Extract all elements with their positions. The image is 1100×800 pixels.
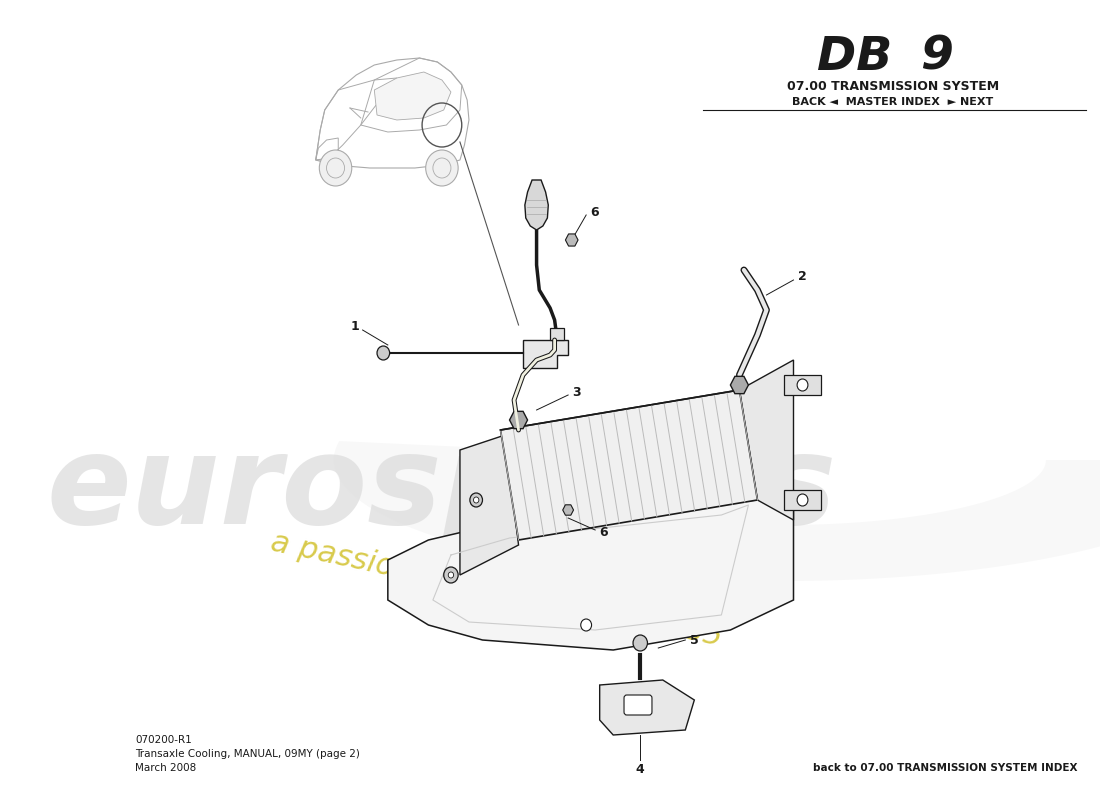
Polygon shape (730, 376, 748, 394)
Circle shape (798, 379, 807, 391)
Text: 3: 3 (573, 386, 581, 399)
Text: a passion for parts since 1985: a passion for parts since 1985 (267, 528, 725, 652)
Polygon shape (550, 328, 563, 340)
Text: 6: 6 (600, 526, 608, 538)
Text: eurospares: eurospares (47, 430, 837, 550)
Polygon shape (460, 435, 518, 575)
Text: back to 07.00 TRANSMISSION SYSTEM INDEX: back to 07.00 TRANSMISSION SYSTEM INDEX (813, 763, 1078, 773)
Polygon shape (600, 680, 694, 735)
Text: BACK ◄  MASTER INDEX  ► NEXT: BACK ◄ MASTER INDEX ► NEXT (792, 97, 993, 107)
Text: DB: DB (817, 35, 893, 80)
Circle shape (443, 567, 458, 583)
Circle shape (426, 150, 458, 186)
Circle shape (632, 635, 648, 651)
Circle shape (448, 572, 453, 578)
Text: 2: 2 (798, 270, 806, 283)
Text: 07.00 TRANSMISSION SYSTEM: 07.00 TRANSMISSION SYSTEM (786, 80, 999, 93)
Text: 070200-R1: 070200-R1 (135, 735, 192, 745)
Text: Transaxle Cooling, MANUAL, 09MY (page 2): Transaxle Cooling, MANUAL, 09MY (page 2) (135, 749, 361, 759)
Circle shape (319, 150, 352, 186)
Text: 4: 4 (636, 763, 645, 776)
Polygon shape (500, 390, 758, 540)
Text: 9: 9 (920, 35, 953, 80)
Circle shape (470, 493, 483, 507)
Polygon shape (565, 234, 578, 246)
Text: March 2008: March 2008 (135, 763, 197, 773)
Circle shape (798, 494, 807, 506)
Circle shape (377, 346, 389, 360)
Polygon shape (374, 72, 451, 120)
Polygon shape (784, 375, 821, 395)
Polygon shape (509, 411, 528, 429)
Circle shape (473, 497, 478, 503)
Polygon shape (333, 441, 1100, 581)
FancyBboxPatch shape (624, 695, 652, 715)
Circle shape (581, 619, 592, 631)
Text: 1: 1 (350, 319, 359, 333)
Polygon shape (525, 180, 548, 230)
Text: 6: 6 (591, 206, 600, 218)
Polygon shape (784, 490, 821, 510)
Polygon shape (388, 490, 793, 650)
Polygon shape (563, 505, 573, 515)
Polygon shape (524, 340, 568, 368)
Text: 5: 5 (690, 634, 698, 646)
Polygon shape (739, 360, 793, 520)
